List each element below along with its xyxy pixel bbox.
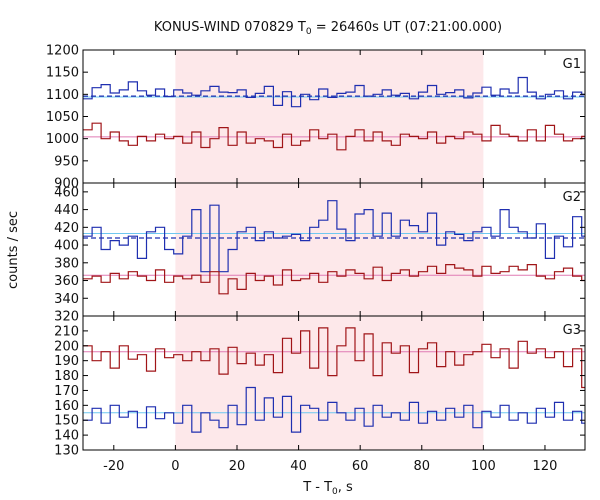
x-tick-label-4: 60 [352, 459, 369, 474]
x-tick-label-6: 100 [471, 459, 496, 474]
y-tick-label-0-4: 1100 [46, 88, 79, 103]
y-tick-label-0-6: 1200 [46, 44, 79, 59]
shaded-interval-1 [175, 183, 484, 316]
y-axis-label: counts / sec [6, 211, 21, 289]
plot-area: 90095010001050110011501200G1320340360380… [46, 44, 586, 474]
chart-title: KONUS-WIND 070829 T0 = 26460s UT (07:21:… [154, 20, 502, 37]
x-tick-label-7: 120 [533, 459, 558, 474]
series-line-0-0 [83, 76, 585, 108]
panel-label-G2: G2 [563, 190, 581, 205]
y-tick-label-2-4: 170 [54, 384, 79, 399]
y-tick-label-2-2: 150 [54, 414, 79, 429]
y-tick-label-2-1: 140 [54, 429, 79, 444]
x-axis-label: T - T0, s [302, 480, 353, 497]
shaded-interval-2 [175, 316, 484, 450]
panel-frame-2 [82, 315, 586, 451]
series-line-0-1 [83, 122, 585, 151]
y-tick-label-1-3: 380 [54, 256, 79, 271]
y-tick-label-2-8: 210 [54, 324, 79, 339]
x-tick-label-3: 40 [290, 459, 307, 474]
y-tick-label-0-2: 1000 [46, 132, 79, 147]
y-tick-label-1-2: 360 [54, 274, 79, 289]
x-tick-label-2: 20 [229, 459, 246, 474]
y-tick-label-1-7: 460 [54, 185, 79, 200]
y-tick-label-0-5: 1150 [46, 66, 79, 81]
x-tick-label-1: 0 [171, 459, 179, 474]
y-tick-label-1-1: 340 [54, 292, 79, 307]
panel-label-G3: G3 [563, 323, 581, 338]
y-tick-label-2-3: 160 [54, 399, 79, 414]
series-line-2-0 [83, 327, 585, 389]
y-tick-label-0-1: 950 [54, 154, 79, 169]
y-tick-label-1-5: 420 [54, 221, 79, 236]
series-line-1-1 [83, 264, 585, 295]
y-tick-label-2-7: 200 [54, 339, 79, 354]
x-tick-label-0: -20 [103, 459, 124, 474]
y-tick-label-2-5: 180 [54, 369, 79, 384]
y-tick-label-1-0: 320 [54, 310, 79, 325]
y-tick-label-1-4: 400 [54, 239, 79, 254]
x-tick-label-5: 80 [413, 459, 430, 474]
y-tick-label-0-3: 1050 [46, 110, 79, 125]
y-tick-label-0-0: 900 [54, 177, 79, 192]
y-tick-label-2-0: 130 [54, 444, 79, 459]
series-line-1-0 [83, 200, 585, 273]
y-tick-label-2-6: 190 [54, 354, 79, 369]
series-line-2-1 [83, 386, 585, 433]
panel-label-G1: G1 [563, 57, 581, 72]
y-tick-label-1-6: 440 [54, 203, 79, 218]
shaded-interval-0 [175, 50, 484, 183]
